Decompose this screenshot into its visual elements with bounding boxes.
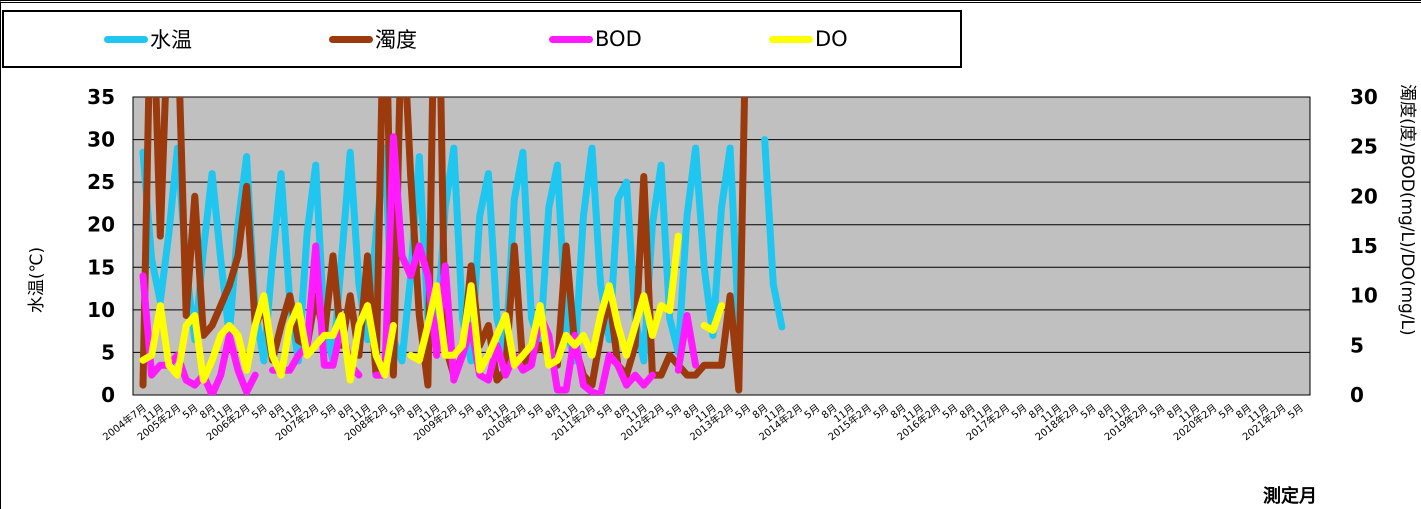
y-ticks-left: 0 5 10 15 20 25 30 35	[87, 85, 115, 407]
x-tick-label: 5月	[526, 402, 546, 422]
y-axis-label-right: 濁度(度)/BOD(mg/L)/DO(mg/L)	[1397, 84, 1417, 336]
x-tick-label: 5月	[940, 402, 960, 422]
y-axis-label-left: 水温(℃)	[27, 247, 47, 313]
legend-item-do: DO	[769, 26, 848, 52]
x-ticks: 2004年7月11月2005年2月5月8月11月2006年2月5月8月11月20…	[100, 401, 1306, 443]
y-tick-label-right: 0	[1350, 383, 1364, 407]
x-tick-label: 5月	[664, 402, 684, 422]
x-tick-label: 5月	[1286, 402, 1306, 422]
x-tick-label: 5月	[1078, 402, 1098, 422]
legend: 水温 濁度 BOD DO	[2, 10, 962, 68]
legend-swatch-water-temp	[104, 35, 148, 43]
x-tick-label: 5月	[1147, 402, 1167, 422]
legend-label-turbidity: 濁度	[375, 28, 417, 52]
legend-swatch-do	[769, 35, 813, 43]
y-tick-label-right: 15	[1350, 234, 1378, 258]
y-tick-label-left: 5	[101, 340, 115, 364]
legend-item-turbidity: 濁度	[329, 26, 417, 52]
y-tick-label-right: 25	[1350, 135, 1378, 159]
y-tick-label-left: 25	[87, 170, 115, 194]
y-tick-label-left: 35	[87, 85, 115, 109]
series-lines	[139, 97, 786, 395]
x-tick-label: 5月	[1216, 402, 1236, 422]
y-tick-label-right: 20	[1350, 184, 1378, 208]
x-tick-label: 5月	[871, 402, 891, 422]
x-tick-label: 5月	[249, 402, 269, 422]
x-tick-label: 5月	[802, 402, 822, 422]
x-tick-label: 5月	[595, 402, 615, 422]
legend-item-bod: BOD	[549, 26, 642, 52]
legend-item-water-temp: 水温	[104, 26, 192, 52]
legend-label-water-temp: 水温	[150, 28, 192, 52]
y-tick-label-left: 0	[101, 383, 115, 407]
y-ticks-right: 0 5 10 15 20 25 30	[1350, 85, 1378, 407]
y-tick-label-left: 20	[87, 213, 115, 237]
x-tick-label: 5月	[388, 402, 408, 422]
legend-label-bod: BOD	[595, 27, 642, 51]
y-tick-label-right: 10	[1350, 284, 1378, 308]
y-tick-label-right: 5	[1350, 333, 1364, 357]
y-tick-label-left: 15	[87, 255, 115, 279]
y-tick-label-left: 30	[87, 128, 115, 152]
series-line-4	[139, 232, 725, 384]
y-tick-label-right: 30	[1350, 85, 1378, 109]
legend-swatch-turbidity	[329, 35, 373, 43]
x-tick-label: 5月	[1009, 402, 1029, 422]
x-tick-label: 5月	[180, 402, 200, 422]
series-line-3	[139, 133, 700, 395]
y-tick-label-left: 10	[87, 298, 115, 322]
x-tick-label: 5月	[319, 402, 339, 422]
x-axis-label: 測定月	[1263, 485, 1317, 507]
legend-label-do: DO	[815, 27, 848, 51]
legend-swatch-bod	[549, 35, 593, 43]
x-tick-label: 5月	[733, 402, 753, 422]
x-tick-label: 5月	[457, 402, 477, 422]
